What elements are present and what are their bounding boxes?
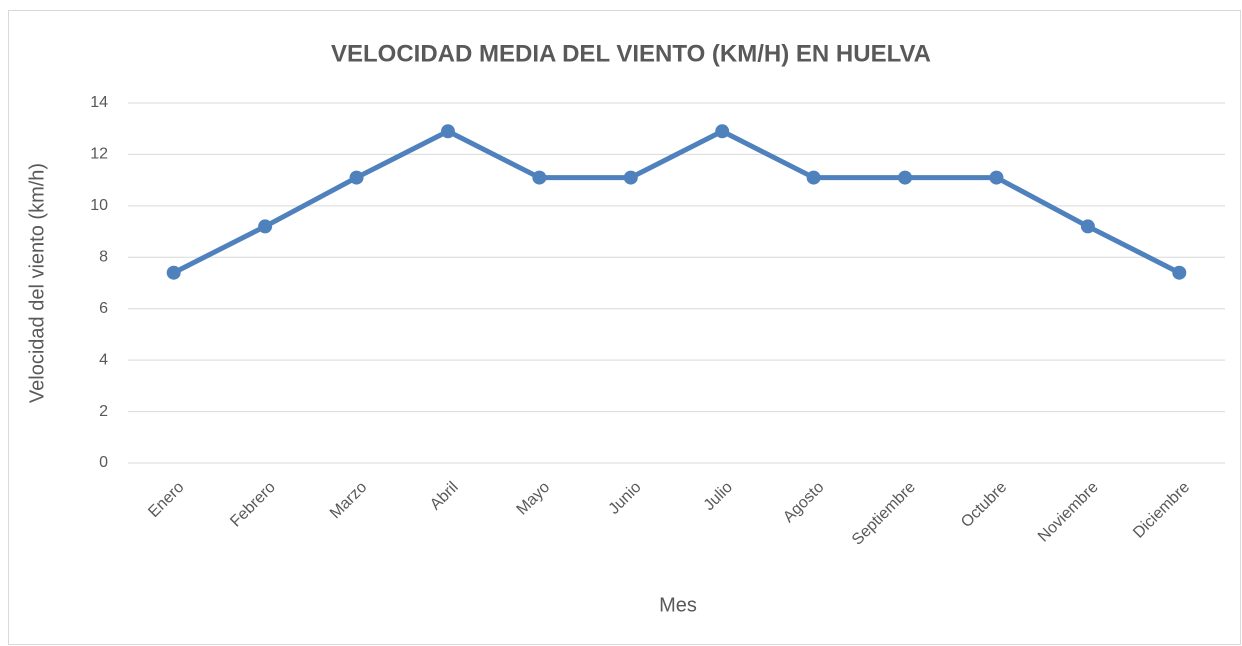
y-tick-label: 0 [99,454,108,471]
marker [440,124,455,139]
chart-border [8,10,1241,645]
marker [532,170,547,185]
y-tick-label: 10 [90,197,108,214]
marker [1172,265,1187,280]
marker [715,124,730,139]
marker [1080,219,1095,234]
y-tick-label: 4 [99,351,108,368]
marker [989,170,1004,185]
x-axis-title: Mes [659,594,697,616]
marker [898,170,913,185]
marker [806,170,821,185]
y-tick-label: 12 [90,146,108,163]
y-axis-title: Velocidad del viento (km/h) [26,163,48,403]
y-tick-label: 8 [99,249,108,266]
marker [349,170,364,185]
marker [258,219,273,234]
line [172,128,1181,275]
chart-title: VELOCIDAD MEDIA DEL VIENTO (KM/H) EN HUE… [331,40,931,67]
y-tick-label: 6 [99,300,108,317]
y-tick-label: 14 [90,94,108,111]
y-tick-label: 2 [99,403,108,420]
marker [166,265,181,280]
marker [623,170,638,185]
